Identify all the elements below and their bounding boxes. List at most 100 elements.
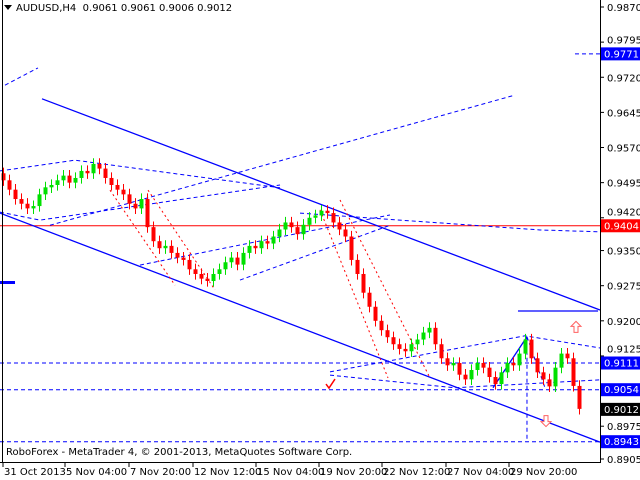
candle-body [367, 292, 372, 307]
candle [559, 347, 564, 374]
candle-body [265, 241, 270, 244]
x-tick-label: 12 Nov 12:00 [194, 467, 261, 478]
candle-body [49, 184, 54, 188]
candle [13, 184, 18, 205]
y-tick-label: 0.9125 [607, 345, 640, 356]
candle [361, 268, 366, 299]
price-label-bg [601, 435, 640, 449]
trend-line [0, 159, 281, 189]
candle-body [331, 213, 336, 223]
candle [55, 174, 60, 191]
trend-line [41, 98, 601, 311]
candle [109, 172, 114, 191]
candle [79, 165, 84, 184]
candle [391, 331, 396, 350]
candle [469, 364, 474, 385]
candle [223, 256, 228, 275]
candle-body [319, 210, 324, 216]
y-tick-label: 0.8905 [607, 455, 640, 466]
candle [523, 333, 528, 360]
candle-body [379, 320, 384, 331]
candle-body [505, 362, 510, 373]
candle-body [259, 241, 264, 249]
candle [49, 179, 54, 193]
trend-line [139, 214, 391, 266]
price-label: 0.9771 [604, 49, 639, 60]
candle [199, 268, 204, 285]
candle-body [469, 369, 474, 380]
candle [103, 162, 108, 184]
trend-line [109, 189, 176, 286]
y-tick-label: 0.9275 [607, 282, 640, 293]
price-label: 0.9012 [604, 405, 639, 416]
candle [175, 247, 180, 264]
candle-body [307, 217, 312, 225]
candle [271, 230, 276, 250]
candle [133, 198, 138, 215]
trend-line [147, 189, 216, 291]
price-label: 0.9054 [604, 385, 639, 396]
candle [283, 216, 288, 236]
candle [445, 352, 450, 371]
drawing-objects [0, 53, 601, 443]
candle-body [295, 227, 300, 235]
candle-body [523, 339, 528, 354]
candle [475, 357, 480, 376]
candle-body [247, 245, 252, 253]
candle [577, 380, 582, 415]
x-tick-label: 29 Nov 20:00 [510, 467, 577, 478]
candle [181, 251, 186, 266]
check-mark-icon [325, 378, 336, 390]
candle [247, 240, 252, 259]
candle [73, 172, 78, 189]
candle-body [139, 199, 144, 209]
candle-body [187, 259, 192, 270]
candle-body [511, 362, 516, 366]
price-label: 0.9404 [604, 221, 639, 232]
y-tick-label: 0.9350 [607, 247, 640, 258]
candle-body [571, 358, 576, 386]
candle-body [61, 175, 66, 181]
x-tick-label: 15 Nov 04:00 [257, 467, 324, 478]
trend-line [299, 212, 601, 233]
candle-body [169, 245, 174, 253]
candle-body [127, 194, 132, 204]
candle-body [253, 245, 258, 249]
candle-body [7, 180, 12, 190]
copyright-text: RoboForex - MetaTrader 4, © 2001-2013, M… [6, 447, 353, 458]
candle-body [115, 184, 120, 190]
candle-body [463, 374, 468, 380]
candle-body [391, 337, 396, 345]
candle-body [535, 358, 540, 373]
candle-body [97, 163, 102, 169]
candle-body [157, 241, 162, 249]
candle-body [487, 367, 492, 378]
candle-body [541, 372, 546, 380]
candle [325, 205, 330, 219]
candle [7, 174, 12, 196]
candle [319, 205, 324, 222]
candle [511, 357, 516, 371]
candle-body [13, 189, 18, 200]
y-tick-label: 0.9795 [607, 35, 640, 46]
candle-body [85, 170, 90, 174]
candle [301, 219, 306, 240]
price-label-bg [601, 402, 640, 416]
candles [1, 158, 582, 415]
candle [439, 338, 444, 364]
arrow-down-icon [539, 415, 553, 428]
candle [499, 366, 504, 390]
candle-body [529, 339, 534, 359]
candle-body [223, 262, 228, 270]
trend-line [239, 224, 391, 281]
candle-body [31, 206, 36, 209]
dropdown-triangle-icon[interactable] [4, 5, 12, 10]
candle-body [403, 348, 408, 352]
candle [547, 373, 552, 393]
candle-body [445, 358, 450, 366]
candle [97, 158, 102, 175]
y-tick-label: 0.9870 [607, 3, 640, 14]
candle [217, 263, 222, 280]
candle-body [205, 278, 210, 282]
